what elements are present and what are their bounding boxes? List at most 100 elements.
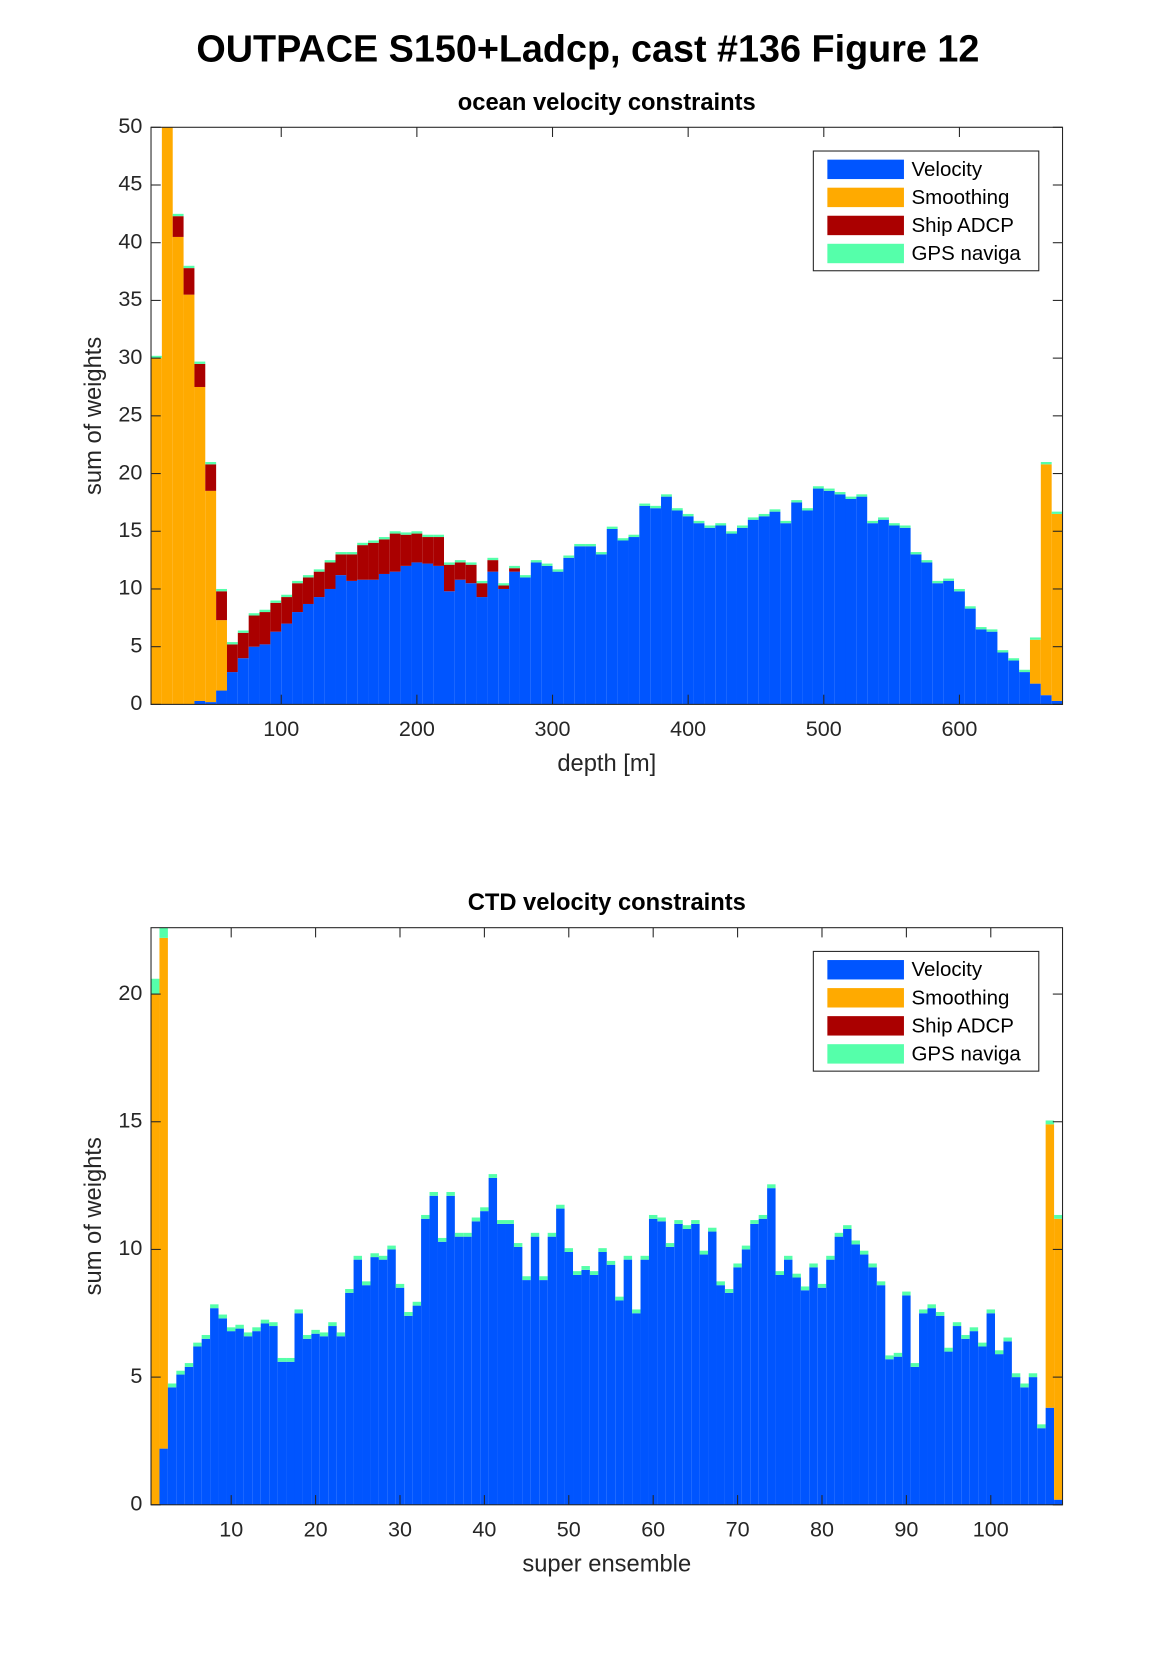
bar-segment xyxy=(335,554,347,576)
bar-segment xyxy=(606,528,618,705)
bar-segment xyxy=(899,527,911,705)
bar-segment xyxy=(952,1326,962,1505)
bar-segment xyxy=(454,560,466,563)
bar-segment xyxy=(650,505,662,509)
bar-segment xyxy=(292,612,303,705)
bar-segment xyxy=(1008,660,1020,705)
bar-segment xyxy=(598,1251,607,1505)
bar-segment xyxy=(336,1336,346,1505)
x-tick-label: 100 xyxy=(263,716,299,741)
bar-segment xyxy=(574,543,586,547)
bar-segment xyxy=(302,603,314,705)
bar-segment xyxy=(522,1280,531,1505)
bar-segment xyxy=(733,1267,742,1505)
bar-segment xyxy=(530,562,542,705)
bar-segment xyxy=(252,1331,261,1505)
bar-segment xyxy=(313,569,325,572)
bar-segment xyxy=(302,575,314,578)
bar-segment xyxy=(172,216,184,237)
bar-segment xyxy=(628,537,640,705)
bar-segment xyxy=(716,1281,725,1286)
bar-segment xyxy=(218,1318,227,1505)
bar-segment xyxy=(736,525,748,528)
bar-segment xyxy=(632,1309,641,1314)
bar-segment xyxy=(411,531,423,534)
bar-segment xyxy=(530,560,542,563)
x-tick-label: 40 xyxy=(472,1516,496,1541)
bar-segment xyxy=(302,1338,312,1505)
legend-label: GPS naviga xyxy=(912,1042,1022,1065)
bar-segment xyxy=(446,1191,455,1196)
bar-segment xyxy=(471,1217,481,1222)
bar-segment xyxy=(509,565,520,569)
bar-segment xyxy=(530,1232,540,1237)
legend-swatch xyxy=(827,215,904,236)
bar-segment xyxy=(387,1245,396,1250)
bar-segment xyxy=(433,537,445,566)
bar-segment xyxy=(205,702,217,705)
bar-segment xyxy=(539,1276,548,1281)
bar-segment xyxy=(724,1292,734,1505)
bar-segment xyxy=(556,1208,565,1505)
bar-segment xyxy=(519,577,531,705)
bar-segment xyxy=(817,1283,827,1288)
bar-segment xyxy=(954,591,965,705)
bar-segment xyxy=(172,213,184,217)
bar-segment xyxy=(357,545,369,580)
bar-segment xyxy=(834,1236,844,1505)
bar-segment xyxy=(345,1292,354,1505)
bar-segment xyxy=(368,579,379,705)
bar-segment xyxy=(606,1264,616,1505)
bar-segment xyxy=(693,523,705,705)
bar-segment xyxy=(488,1177,498,1505)
bar-segment xyxy=(997,652,1009,705)
bar-segment xyxy=(216,690,227,705)
bar-segment xyxy=(899,525,911,528)
bar-segment xyxy=(693,520,705,524)
bar-segment xyxy=(932,580,944,584)
bar-segment xyxy=(851,1240,860,1245)
bar-segment xyxy=(547,1236,557,1505)
legend-label: Velocity xyxy=(912,158,983,181)
bar-segment xyxy=(943,578,955,581)
bar-segment xyxy=(216,591,227,621)
bar-segment xyxy=(476,580,488,584)
bar-segment xyxy=(378,1255,388,1260)
bar-segment xyxy=(400,532,412,535)
bar-segment xyxy=(412,1301,422,1306)
bar-segment xyxy=(454,1232,464,1237)
bar-segment xyxy=(194,700,206,705)
bar-segment xyxy=(932,583,944,705)
bar-segment xyxy=(1045,1407,1055,1505)
bar-segment xyxy=(497,1223,506,1505)
bar-segment xyxy=(823,490,835,705)
bar-segment xyxy=(541,563,553,566)
bar-segment xyxy=(505,1223,514,1505)
bar-segment xyxy=(252,1327,261,1332)
bar-segment xyxy=(370,1257,379,1505)
bar-segment xyxy=(969,1331,979,1505)
bar-segment xyxy=(429,1191,438,1196)
bar-segment xyxy=(270,600,282,603)
bar-segment xyxy=(541,565,553,705)
bar-segment xyxy=(269,1322,278,1327)
x-tick-label: 600 xyxy=(941,716,977,741)
bar-segment xyxy=(564,1248,574,1252)
bar-segment xyxy=(404,1311,413,1316)
bar-segment xyxy=(691,1220,700,1224)
bar-segment xyxy=(564,1251,574,1505)
bar-segment xyxy=(1020,1383,1029,1388)
bar-segment xyxy=(758,513,770,517)
bar-segment xyxy=(237,632,249,659)
legend-label: Smoothing xyxy=(912,986,1010,1009)
y-tick-label: 15 xyxy=(118,1107,142,1132)
bar-segment xyxy=(615,1296,624,1301)
bar-segment xyxy=(184,1363,194,1367)
bar-segment xyxy=(661,494,672,497)
bar-segment xyxy=(368,542,379,580)
bar-segment xyxy=(802,508,813,511)
bar-segment xyxy=(902,1291,911,1296)
x-tick-label: 20 xyxy=(304,1516,328,1541)
bar-segment xyxy=(910,552,922,555)
bar-segment xyxy=(927,1308,936,1505)
